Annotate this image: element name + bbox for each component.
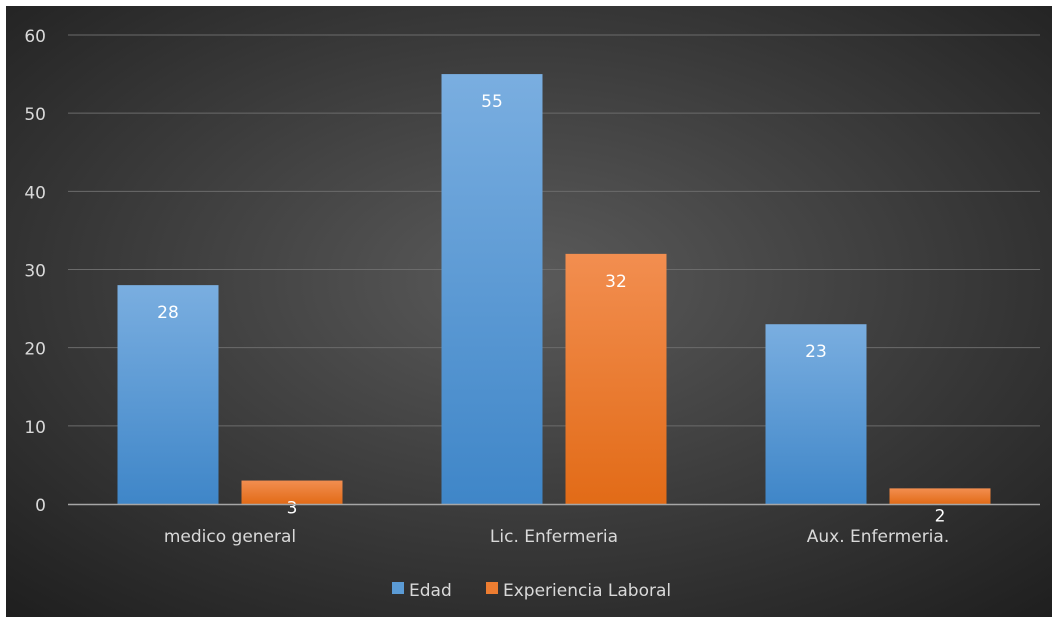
x-tick-label: medico general <box>164 527 296 547</box>
x-tick-label: Lic. Enfermeria <box>490 527 618 547</box>
data-label: 28 <box>157 303 179 323</box>
y-tick-label: 0 <box>35 496 46 516</box>
y-tick-label: 30 <box>24 262 46 282</box>
data-label: 2 <box>935 506 946 526</box>
bars: 28 3 55 32 23 2 <box>117 74 991 526</box>
x-tick-label: Aux. Enfermeria. <box>807 527 949 547</box>
legend-label: Edad <box>409 581 452 601</box>
y-tick-label: 10 <box>24 418 46 438</box>
y-tick-label: 40 <box>24 183 46 203</box>
legend-item-experiencia-laboral: Experiencia Laboral <box>486 581 671 601</box>
y-tick-label: 60 <box>24 27 46 47</box>
gridlines <box>68 34 1040 427</box>
data-label: 3 <box>287 499 298 519</box>
bar-experiencia-laboral <box>565 253 667 504</box>
data-label: 55 <box>481 92 503 112</box>
legend-swatch <box>486 582 498 594</box>
y-axis: 0 10 20 30 40 50 60 <box>24 27 46 516</box>
bar-experiencia-laboral <box>889 488 991 504</box>
legend-swatch <box>392 582 404 594</box>
legend: Edad Experiencia Laboral <box>392 581 671 601</box>
y-tick-label: 50 <box>24 105 46 125</box>
data-label: 23 <box>805 342 827 362</box>
legend-item-edad: Edad <box>392 581 452 601</box>
data-label: 32 <box>605 272 627 292</box>
x-axis-labels: medico general Lic. Enfermeria Aux. Enferm… <box>164 527 949 547</box>
bar-edad <box>765 324 867 504</box>
y-tick-label: 20 <box>24 340 46 360</box>
bar-edad <box>117 285 219 504</box>
bar-experiencia-laboral <box>241 480 343 504</box>
legend-label: Experiencia Laboral <box>503 581 671 601</box>
bar-edad <box>441 74 543 504</box>
